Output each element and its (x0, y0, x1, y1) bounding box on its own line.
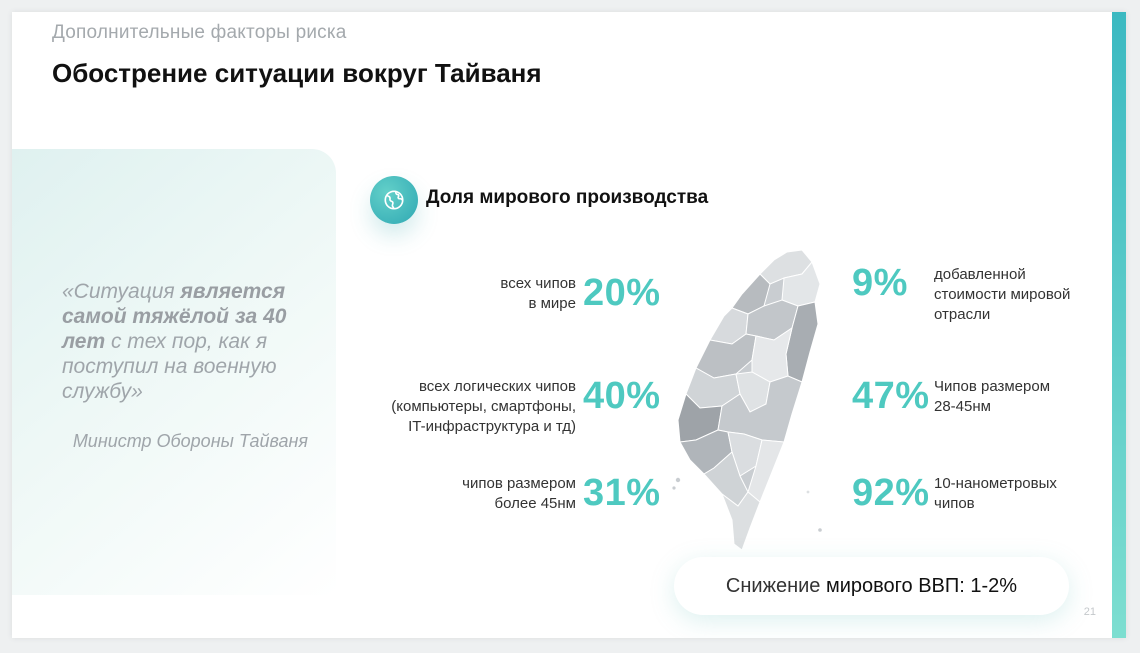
quote-author: Министр Обороны Тайваня (72, 431, 308, 451)
quote-part-2: с тех пор, как я поступил на военную слу… (62, 330, 277, 403)
stat-label-10nm: 10-нанометровых чипов (934, 475, 1057, 512)
page-number: 21 (1083, 606, 1096, 618)
stat-label-global-chips: всех чипов в мире (500, 275, 576, 312)
stat-value-value-added: 9% (852, 262, 908, 304)
quote-emphasis: является самой тяжёлой за 40 лет (62, 280, 287, 353)
section-label: Дополнительные факторы риска (52, 22, 347, 43)
quote-part-1: «Ситуация (62, 280, 181, 303)
stat-label-28-45nm: Чипов размером 28-45нм (934, 378, 1051, 415)
stat-label-chips-over-45nm: чипов размером более 45нм (462, 475, 576, 512)
globe-icon (370, 176, 418, 224)
stat-label-value-added: добавленной стоимости мировой отрасли (934, 266, 1071, 323)
quote-panel: «Ситуация является самой тяжёлой за 40 л… (12, 149, 336, 595)
stat-value-logic-chips: 40% (583, 375, 661, 417)
slide: Дополнительные факторы риска Обострение … (12, 12, 1126, 638)
gdp-prefix: Снижение (725, 574, 826, 597)
accent-bar (1112, 12, 1126, 638)
stat-value-28-45nm: 47% (852, 375, 930, 417)
stat-value-chips-over-45nm: 31% (583, 472, 661, 514)
gdp-value: мирового ВВП: 1-2% (825, 574, 1018, 597)
stat-value-global-chips: 20% (583, 272, 661, 314)
page-title: Обострение ситуации вокруг Тайваня (52, 58, 542, 88)
section-heading: Доля мирового производства (426, 187, 709, 208)
stat-label-logic-chips: всех логических чипов (компьютеры, смарт… (391, 378, 576, 435)
taiwan-map (672, 249, 822, 551)
gdp-impact-badge: Снижение мирового ВВП: 1-2% (674, 557, 1069, 615)
stat-value-10nm: 92% (852, 472, 930, 514)
quote-text: «Ситуация является самой тяжёлой за 40 л… (62, 279, 312, 404)
